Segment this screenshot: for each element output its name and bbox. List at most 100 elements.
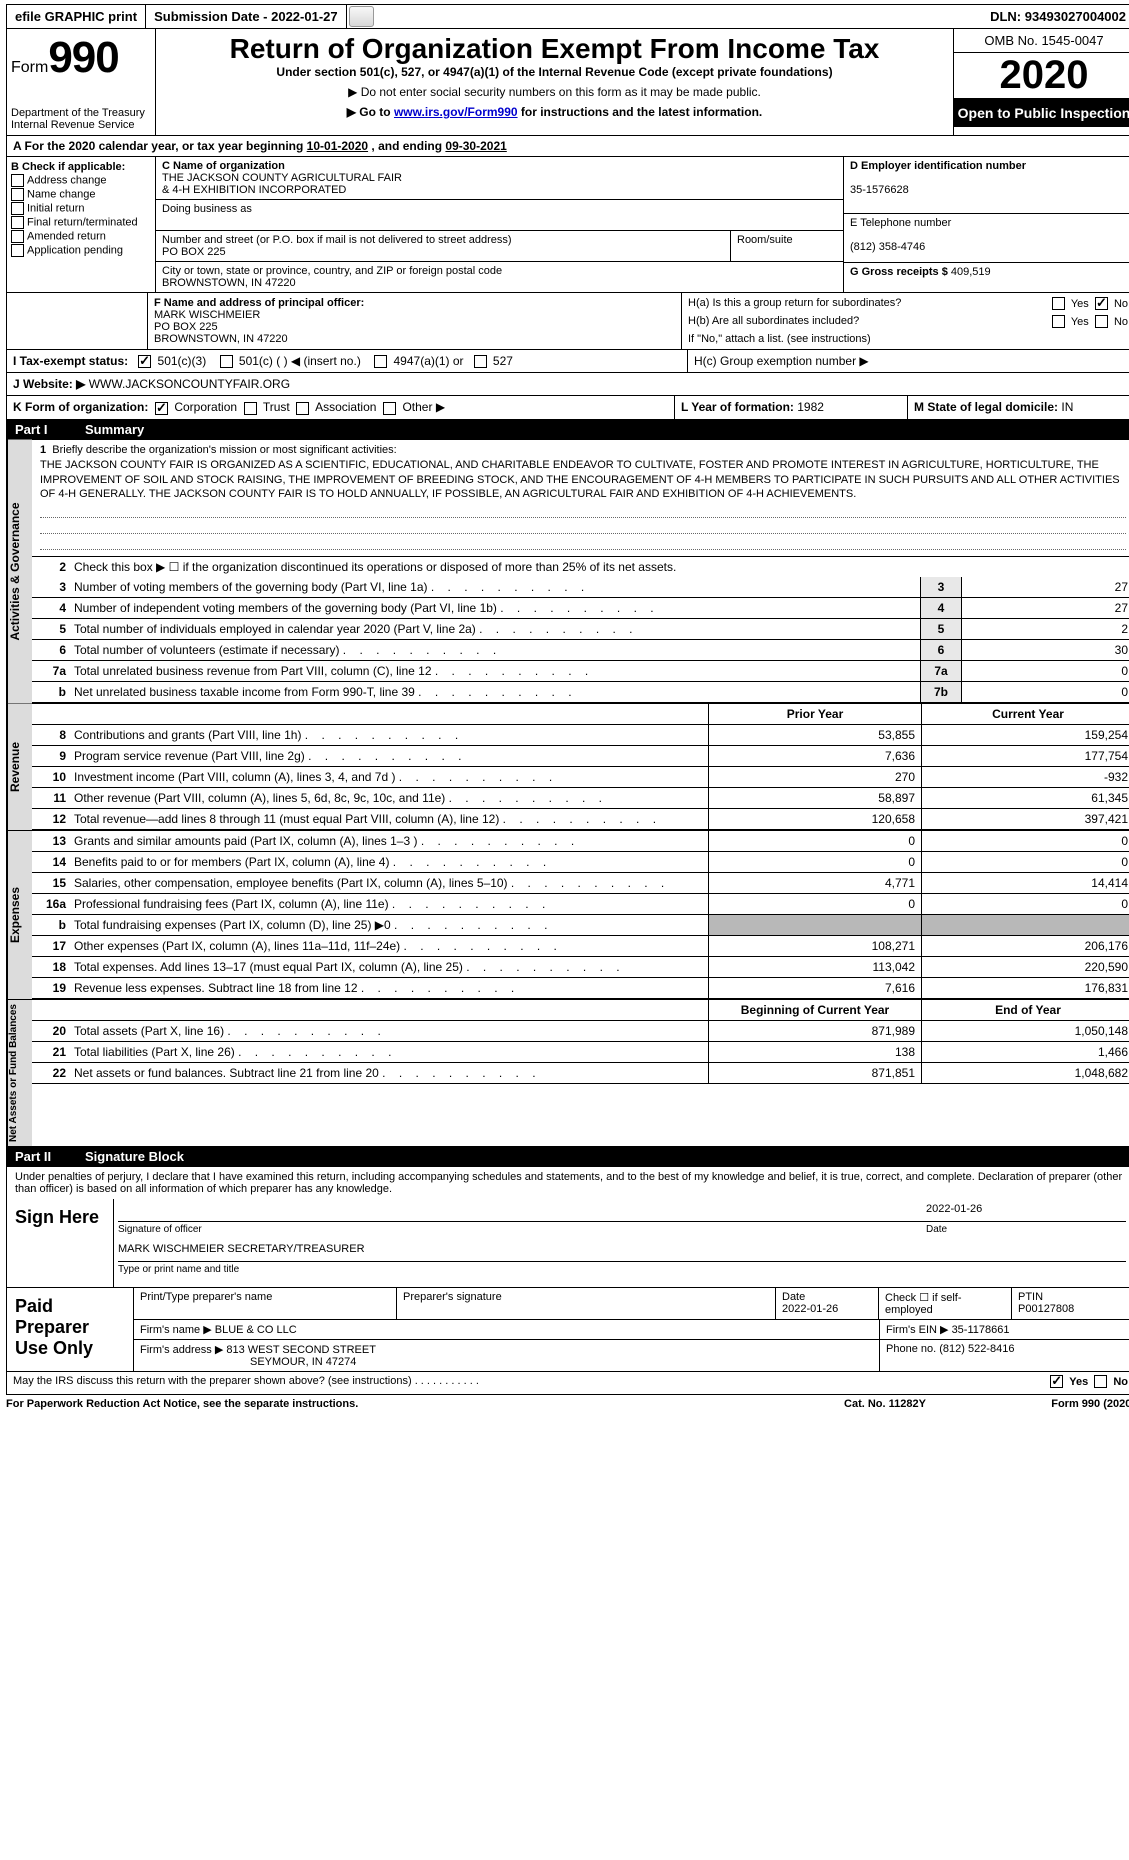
cb-assoc[interactable] bbox=[296, 402, 309, 415]
cb-hb-no[interactable] bbox=[1095, 315, 1108, 328]
street-cell: Number and street (or P.O. box if mail i… bbox=[156, 231, 843, 262]
firm-phone: (812) 522-8416 bbox=[939, 1343, 1014, 1355]
form-subtitle: Under section 501(c), 527, or 4947(a)(1)… bbox=[164, 65, 945, 79]
group-return-cell: H(a) Is this a group return for subordin… bbox=[681, 293, 1129, 349]
preparer-block: Paid Preparer Use Only Print/Type prepar… bbox=[6, 1288, 1129, 1372]
omb-number: OMB No. 1545-0047 bbox=[954, 29, 1129, 53]
data-row: 16aProfessional fundraising fees (Part I… bbox=[32, 894, 1129, 915]
website-url: WWW.JACKSONCOUNTYFAIR.ORG bbox=[89, 377, 290, 391]
group-exemption: H(c) Group exemption number ▶ bbox=[687, 350, 1129, 372]
cb-hb-yes[interactable] bbox=[1052, 315, 1065, 328]
governance-row: 5Total number of individuals employed in… bbox=[32, 619, 1129, 640]
signature-block: Under penalties of perjury, I declare th… bbox=[6, 1167, 1129, 1288]
col-b: B Check if applicable: Address change Na… bbox=[7, 157, 156, 292]
cb-4947[interactable] bbox=[374, 355, 387, 368]
expenses-tab: Expenses bbox=[7, 831, 32, 999]
governance-row: bNet unrelated business taxable income f… bbox=[32, 682, 1129, 703]
discuss-row: May the IRS discuss this return with the… bbox=[6, 1372, 1129, 1395]
data-row: 18Total expenses. Add lines 13–17 (must … bbox=[32, 957, 1129, 978]
data-row: 19Revenue less expenses. Subtract line 1… bbox=[32, 978, 1129, 999]
goto-note: ▶ Go to www.irs.gov/Form990 for instruct… bbox=[164, 105, 945, 119]
firm-address: 813 WEST SECOND STREET bbox=[226, 1344, 376, 1356]
dba-cell: Doing business as bbox=[156, 200, 843, 231]
part2-header: Part IISignature Block bbox=[6, 1147, 1129, 1167]
form-990-page: efile GRAPHIC print Submission Date - 20… bbox=[0, 0, 1129, 1417]
city-cell: City or town, state or province, country… bbox=[156, 262, 843, 292]
row-i: I Tax-exempt status: 501(c)(3) 501(c) ( … bbox=[6, 350, 1129, 373]
data-row: 22Net assets or fund balances. Subtract … bbox=[32, 1063, 1129, 1084]
cb-final-return[interactable] bbox=[11, 216, 24, 229]
prior-year-header: Prior Year bbox=[708, 704, 921, 724]
tax-year: 2020 bbox=[954, 53, 1129, 99]
cb-other[interactable] bbox=[383, 402, 396, 415]
cb-corp[interactable] bbox=[155, 402, 168, 415]
form-title: Return of Organization Exempt From Incom… bbox=[164, 33, 945, 65]
sign-here-label: Sign Here bbox=[7, 1199, 113, 1287]
self-employed-check: Check ☐ if self-employed bbox=[879, 1288, 1012, 1319]
form-number: 990 bbox=[48, 33, 118, 82]
cb-discuss-yes[interactable] bbox=[1050, 1375, 1063, 1388]
begin-year-header: Beginning of Current Year bbox=[708, 1000, 921, 1020]
data-row: 14Benefits paid to or for members (Part … bbox=[32, 852, 1129, 873]
netassets-tab: Net Assets or Fund Balances bbox=[7, 1000, 32, 1146]
row-j: J Website: ▶ WWW.JACKSONCOUNTYFAIR.ORG bbox=[6, 373, 1129, 396]
header-right: OMB No. 1545-0047 2020 Open to Public In… bbox=[953, 29, 1129, 135]
cb-trust[interactable] bbox=[244, 402, 257, 415]
prep-sig-header: Preparer's signature bbox=[397, 1288, 776, 1319]
end-year-header: End of Year bbox=[921, 1000, 1129, 1020]
ssn-note: ▶ Do not enter social security numbers o… bbox=[164, 85, 945, 99]
form-footer-label: Form 990 (2020) bbox=[1051, 1398, 1129, 1410]
org-name-cell: C Name of organization THE JACKSON COUNT… bbox=[156, 157, 843, 200]
row-k: K Form of organization: Corporation Trus… bbox=[6, 396, 1129, 419]
perjury-statement: Under penalties of perjury, I declare th… bbox=[7, 1167, 1129, 1199]
dln: DLN: 93493027004002 bbox=[982, 5, 1129, 28]
governance-tab: Activities & Governance bbox=[7, 440, 32, 704]
data-row: 17Other expenses (Part IX, column (A), l… bbox=[32, 936, 1129, 957]
cb-amended[interactable] bbox=[11, 230, 24, 243]
ptin: P00127808 bbox=[1018, 1303, 1074, 1315]
preparer-label: Paid Preparer Use Only bbox=[7, 1288, 133, 1371]
nav-button[interactable] bbox=[349, 6, 375, 27]
data-row: bTotal fundraising expenses (Part IX, co… bbox=[32, 915, 1129, 936]
cb-501c[interactable] bbox=[220, 355, 233, 368]
room-suite: Room/suite bbox=[731, 231, 843, 261]
footer-final: For Paperwork Reduction Act Notice, see … bbox=[6, 1395, 1129, 1413]
state-domicile: M State of legal domicile: IN bbox=[907, 396, 1129, 418]
data-row: 10Investment income (Part VIII, column (… bbox=[32, 767, 1129, 788]
col-b-label: B Check if applicable: bbox=[11, 161, 151, 173]
governance-row: 3Number of voting members of the governi… bbox=[32, 577, 1129, 598]
revenue-tab: Revenue bbox=[7, 704, 32, 830]
firm-name: BLUE & CO LLC bbox=[215, 1324, 297, 1336]
cb-discuss-no[interactable] bbox=[1094, 1375, 1107, 1388]
cb-501c3[interactable] bbox=[138, 355, 151, 368]
data-row: 8Contributions and grants (Part VIII, li… bbox=[32, 725, 1129, 746]
cb-ha-no[interactable] bbox=[1095, 297, 1108, 310]
officer-cell: F Name and address of principal officer:… bbox=[148, 293, 681, 349]
header-mid: Return of Organization Exempt From Incom… bbox=[156, 29, 953, 135]
data-row: 13Grants and similar amounts paid (Part … bbox=[32, 831, 1129, 852]
netassets-section: Net Assets or Fund Balances Beginning of… bbox=[6, 1000, 1129, 1147]
mission-text: THE JACKSON COUNTY FAIR IS ORGANIZED AS … bbox=[40, 458, 1126, 503]
cb-name-change[interactable] bbox=[11, 188, 24, 201]
cb-initial-return[interactable] bbox=[11, 202, 24, 215]
gross-receipts-cell: G Gross receipts $ 409,519 bbox=[844, 263, 1129, 281]
data-row: 12Total revenue—add lines 8 through 11 (… bbox=[32, 809, 1129, 830]
cb-527[interactable] bbox=[474, 355, 487, 368]
current-year-header: Current Year bbox=[921, 704, 1129, 724]
revenue-section: Revenue Prior Year Current Year 8Contrib… bbox=[6, 704, 1129, 831]
data-row: 9Program service revenue (Part VIII, lin… bbox=[32, 746, 1129, 767]
expenses-section: Expenses 13Grants and similar amounts pa… bbox=[6, 831, 1129, 1000]
year-formation: L Year of formation: 1982 bbox=[674, 396, 907, 418]
cb-ha-yes[interactable] bbox=[1052, 297, 1065, 310]
dept-label: Department of the Treasury Internal Reve… bbox=[11, 107, 151, 131]
prep-name-header: Print/Type preparer's name bbox=[134, 1288, 397, 1319]
officer-group-grid: F Name and address of principal officer:… bbox=[6, 293, 1129, 350]
mission-block: 1 Briefly describe the organization's mi… bbox=[32, 440, 1129, 558]
submission-date-cell: Submission Date - 2022-01-27 bbox=[146, 5, 347, 28]
irs-link[interactable]: www.irs.gov/Form990 bbox=[394, 105, 518, 119]
cb-address-change[interactable] bbox=[11, 174, 24, 187]
cb-application-pending[interactable] bbox=[11, 244, 24, 257]
form-label: Form bbox=[11, 59, 48, 76]
governance-section: Activities & Governance 1 Briefly descri… bbox=[6, 440, 1129, 705]
phone-cell: E Telephone number (812) 358-4746 bbox=[844, 214, 1129, 263]
